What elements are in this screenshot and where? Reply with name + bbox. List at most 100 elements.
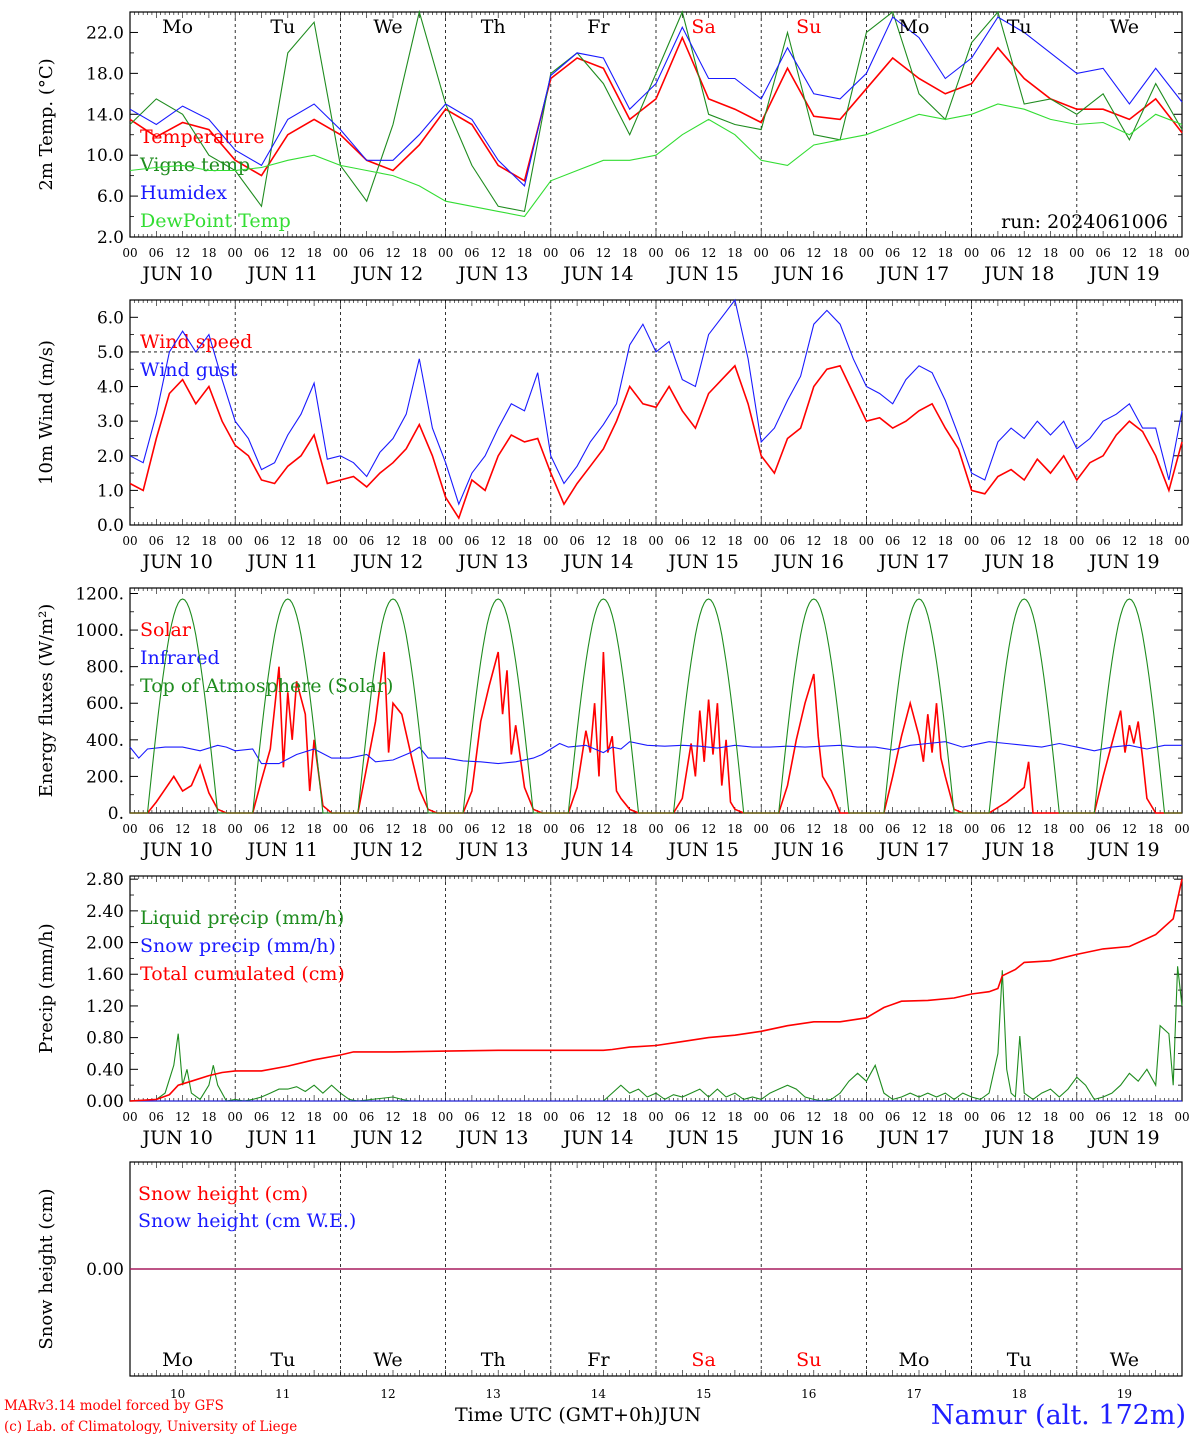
panel-3-ytick-label: 2.40 [86, 902, 124, 922]
panel-0-ytick-label: 2.0 [97, 228, 124, 248]
panel-2-hour-label: 00 [122, 822, 137, 836]
panel-0-ytick-label: 10.0 [86, 146, 124, 166]
panel-3-hour-label: 06 [780, 1110, 795, 1124]
panel-3-ytick-label: 1.20 [86, 997, 124, 1017]
panel-0-hour-label: 12 [280, 246, 295, 260]
panel-1-hour-label: 06 [569, 534, 584, 548]
panel-2-hour-label: 12 [491, 822, 506, 836]
panel-2-hour-label: 18 [306, 822, 321, 836]
panel-0-ytick-label: 6.0 [97, 187, 124, 207]
panel-2-hour-label: 12 [1122, 822, 1137, 836]
panel-1-date-label: JUN 18 [982, 551, 1054, 573]
panel-1-hour-label: 12 [280, 534, 295, 548]
panel-2-hour-label: 00 [1069, 822, 1084, 836]
day-number-bottom: 14 [591, 1387, 607, 1401]
panel-3-hour-label: 06 [569, 1110, 584, 1124]
panel-2-hour-label: 06 [359, 822, 374, 836]
panel-3-date-label: JUN 15 [666, 1127, 738, 1149]
panel-3-hour-label: 06 [149, 1110, 164, 1124]
day-label-bottom: Su [796, 1349, 821, 1371]
panel-3-hour-label: 12 [175, 1110, 190, 1124]
panel-1-ytick-label: 6.0 [97, 308, 124, 328]
panel-3-hour-label: 00 [333, 1110, 348, 1124]
panel-2-hour-label: 00 [964, 822, 979, 836]
panel-3-hour-label: 12 [911, 1110, 926, 1124]
panel-2-date-label: JUN 19 [1087, 839, 1159, 861]
panel-1-ytick-label: 0.0 [97, 516, 124, 536]
panel-2-hour-label: 06 [990, 822, 1005, 836]
panel-0-hour-label: 18 [832, 246, 847, 260]
panel-3-hour-label: 06 [254, 1110, 269, 1124]
panel-0-date-label: JUN 14 [561, 263, 633, 285]
panel-0-ytick-label: 14.0 [86, 105, 124, 125]
series-temperature-line [129, 35, 1183, 183]
panel-3-date-label: JUN 19 [1087, 1127, 1159, 1149]
day-number-bottom: 12 [380, 1387, 395, 1401]
panel-1-ytick-label: 1.0 [97, 481, 124, 501]
series-wind-speed-line [129, 364, 1183, 520]
legend-vigne-temp: Vigne temp [139, 154, 250, 176]
panel-1-hour-label: 18 [832, 534, 847, 548]
panel-2-date-label: JUN 13 [456, 839, 528, 861]
panel-1-hour-label: 12 [385, 534, 400, 548]
legend-snow-precip-mm-h: Snow precip (mm/h) [140, 935, 336, 957]
panel-1-ytick-label: 2.0 [97, 447, 124, 467]
panel-0-hour-label: 00 [1069, 246, 1084, 260]
panel-0-date-label: JUN 12 [351, 263, 423, 285]
panel-3-ylabel: Precip (mm/h) [36, 923, 57, 1053]
panel-2-ytick-label: 200. [86, 767, 124, 787]
panel-2-ytick-label: 600. [86, 694, 124, 714]
day-label-top: Sa [691, 16, 715, 38]
panel-1-hour-label: 00 [754, 534, 769, 548]
panel-1-ytick-label: 3.0 [97, 412, 124, 432]
legend-solar: Solar [140, 619, 192, 641]
legend-snow-height-cm-w-e: Snow height (cm W.E.) [138, 1210, 356, 1232]
panel-3-hour-label: 00 [438, 1110, 453, 1124]
panel-2-hour-label: 00 [333, 822, 348, 836]
series-liquid-precip-mm-h-line [129, 966, 1183, 1102]
panel-0-hour-label: 18 [938, 246, 953, 260]
day-label-top: Su [796, 16, 821, 38]
panel-3-ytick-label: 0.00 [86, 1092, 124, 1112]
panel-2-hour-label: 12 [911, 822, 926, 836]
panel-2-hour-label: 12 [806, 822, 821, 836]
legend-temperature: Temperature [140, 126, 264, 148]
legend-dewpoint-temp: DewPoint Temp [140, 210, 291, 232]
panel-2-hour-label: 06 [675, 822, 690, 836]
panel-2-date-label: JUN 15 [666, 839, 738, 861]
panel-0-hour-label: 18 [306, 246, 321, 260]
panel-2-hour-label: 06 [569, 822, 584, 836]
panel-1-hour-label: 06 [675, 534, 690, 548]
panel-1-date-label: JUN 15 [666, 551, 738, 573]
series-infrared-line [129, 741, 1182, 765]
panel-1-date-label: JUN 13 [456, 551, 528, 573]
panel-2-date-label: JUN 12 [351, 839, 423, 861]
panel-2-hour-label: 18 [1148, 822, 1163, 836]
panel-2-hour-label: 18 [201, 822, 216, 836]
panel-2-hour-label: 00 [228, 822, 243, 836]
panel-1-hour-label: 00 [964, 534, 979, 548]
day-label-bottom: We [373, 1349, 402, 1371]
panel-3-hour-label: 00 [964, 1110, 979, 1124]
panel-3-hour-label: 00 [1069, 1110, 1084, 1124]
panel-0-hour-label: 06 [885, 246, 900, 260]
panel-2-date-label: JUN 11 [246, 839, 318, 861]
legend-humidex: Humidex [140, 182, 227, 204]
panel-1-hour-label: 18 [201, 534, 216, 548]
panel-3-hour-label: 00 [122, 1110, 137, 1124]
panel-3-hour-label: 18 [832, 1110, 847, 1124]
day-label-top: Th [481, 16, 506, 38]
day-label-bottom: We [1110, 1349, 1139, 1371]
series-humidex-line [129, 16, 1183, 187]
panel-3-ytick-label: 2.80 [86, 870, 124, 890]
panel-1-hour-label: 12 [596, 534, 611, 548]
panel-2-hour-label: 12 [596, 822, 611, 836]
panel-1-hour-label: 18 [938, 534, 953, 548]
panel-3-date-label: JUN 10 [140, 1127, 212, 1149]
panel-2-ytick-label: 0. [108, 804, 124, 824]
panel-1-hour-label: 06 [254, 534, 269, 548]
panel-1-hour-label: 06 [990, 534, 1005, 548]
panel-0-hour-label: 06 [464, 246, 479, 260]
panel-3-hour-label: 12 [1122, 1110, 1137, 1124]
legend-total-cumulated-cm: Total cumulated (cm) [140, 963, 345, 985]
